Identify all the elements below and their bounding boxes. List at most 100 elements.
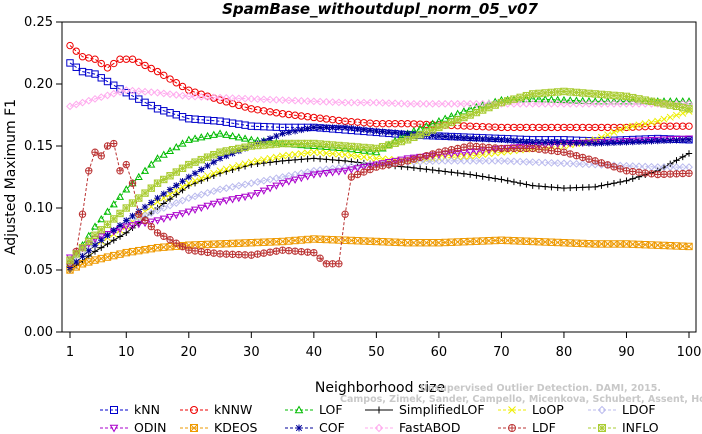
data-point xyxy=(247,94,256,103)
data-point xyxy=(604,240,612,248)
data-point xyxy=(341,142,349,150)
data-point xyxy=(579,184,586,191)
data-point xyxy=(404,130,411,137)
data-point xyxy=(460,134,468,142)
data-point xyxy=(360,143,368,152)
data-point xyxy=(635,138,643,145)
data-point xyxy=(528,99,537,108)
data-point xyxy=(222,165,230,173)
legend-marker-shape xyxy=(597,405,607,415)
data-point xyxy=(172,79,180,87)
data-point xyxy=(216,129,225,137)
data-point xyxy=(578,160,587,169)
data-point xyxy=(104,232,111,239)
data-point xyxy=(91,55,99,63)
data-point xyxy=(622,123,631,131)
data-point xyxy=(72,47,80,55)
data-point xyxy=(98,152,105,160)
data-point xyxy=(334,163,343,172)
data-point xyxy=(191,206,200,214)
data-point xyxy=(579,154,586,161)
data-point xyxy=(234,133,243,141)
data-point xyxy=(429,166,436,174)
data-point xyxy=(641,120,649,128)
data-point xyxy=(266,140,274,149)
data-point xyxy=(473,143,480,150)
data-point xyxy=(510,95,518,103)
data-point xyxy=(666,113,674,121)
data-point xyxy=(592,183,599,191)
data-point xyxy=(667,170,674,178)
data-point xyxy=(416,154,424,161)
data-point xyxy=(685,150,693,157)
legend-marker-shape xyxy=(110,406,118,414)
data-point xyxy=(259,176,268,185)
data-point xyxy=(110,81,118,89)
data-point xyxy=(122,86,131,95)
data-point xyxy=(498,176,505,183)
data-point xyxy=(554,238,562,247)
x-axis-label: Neighborhood size xyxy=(315,380,445,396)
data-point xyxy=(628,99,637,108)
data-point xyxy=(222,197,231,205)
data-point xyxy=(84,231,93,239)
data-point xyxy=(241,160,249,168)
data-point xyxy=(554,139,561,146)
data-point xyxy=(660,115,668,123)
data-point xyxy=(110,252,118,260)
series-markers xyxy=(66,87,693,264)
data-point xyxy=(216,93,224,102)
data-point xyxy=(310,124,318,131)
data-point xyxy=(179,186,186,194)
data-point xyxy=(354,143,362,151)
data-point xyxy=(434,116,443,125)
data-point xyxy=(298,248,305,255)
data-point xyxy=(304,155,311,163)
data-point xyxy=(592,140,599,147)
data-point xyxy=(253,95,262,104)
data-point xyxy=(153,244,162,252)
data-point xyxy=(160,190,167,198)
data-point xyxy=(254,157,262,165)
data-point xyxy=(222,130,231,138)
data-point xyxy=(379,143,387,151)
data-point xyxy=(197,174,205,182)
data-point xyxy=(166,201,174,210)
data-point xyxy=(160,233,167,240)
data-point xyxy=(654,137,661,145)
data-point xyxy=(134,221,143,229)
data-point xyxy=(597,240,606,248)
data-point xyxy=(116,250,124,258)
data-point xyxy=(360,126,368,133)
series-cof xyxy=(66,124,693,271)
y-tick-label: 0.25 xyxy=(24,15,53,30)
data-point xyxy=(335,141,343,150)
data-point xyxy=(504,236,512,245)
data-point xyxy=(166,243,174,251)
data-point xyxy=(304,149,312,157)
data-point xyxy=(298,126,305,134)
data-point xyxy=(378,98,387,107)
data-point xyxy=(272,174,281,183)
data-point xyxy=(104,142,111,150)
data-point xyxy=(404,136,412,144)
data-point xyxy=(291,156,299,164)
data-point xyxy=(372,98,381,107)
data-point xyxy=(409,157,418,166)
data-point xyxy=(297,96,306,105)
data-point xyxy=(648,170,655,177)
series-layer xyxy=(65,41,694,274)
data-point xyxy=(91,242,99,249)
data-point xyxy=(285,139,293,148)
data-point xyxy=(178,91,187,100)
data-point xyxy=(560,99,568,108)
data-point xyxy=(197,156,205,164)
data-point xyxy=(241,143,249,151)
data-point xyxy=(298,156,305,163)
data-point xyxy=(573,139,580,146)
data-point xyxy=(279,152,287,160)
data-point xyxy=(529,90,537,98)
data-point xyxy=(516,138,524,145)
data-point xyxy=(291,150,299,158)
data-point xyxy=(229,146,237,154)
